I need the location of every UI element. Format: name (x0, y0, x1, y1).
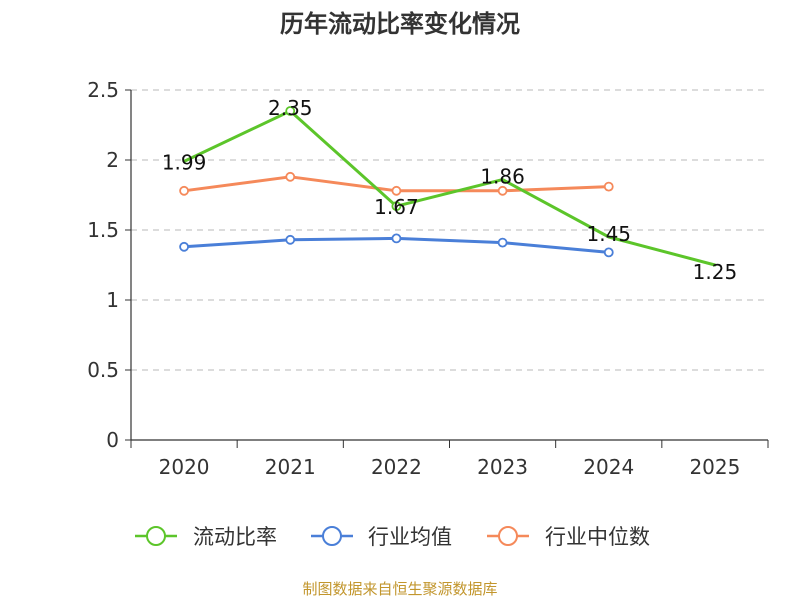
legend-item-0[interactable]: 流动比率 (135, 525, 277, 549)
y-tick-label: 2.5 (87, 78, 119, 102)
legend-marker (146, 526, 166, 546)
series-group (179, 106, 717, 267)
data-point (497, 237, 508, 248)
grid-lines (131, 89, 768, 371)
legend-marker (322, 526, 342, 546)
x-tick-label: 2020 (159, 455, 210, 479)
data-point (179, 185, 189, 196)
y-tick-label: 1 (106, 288, 119, 312)
legend-label: 行业均值 (368, 525, 452, 549)
y-tick-label: 0 (106, 428, 119, 452)
data-point (603, 247, 614, 258)
chart-title: 历年流动比率变化情况 (280, 10, 520, 38)
data-point (179, 241, 189, 252)
x-tick-label: 2021 (265, 455, 316, 479)
x-axis-ticks: 2020 2021 2022 2023 2024 2025 (130, 440, 769, 479)
data-point (391, 233, 402, 244)
data-label: 1.99 (162, 150, 207, 174)
data-point (603, 181, 614, 192)
legend-item-1[interactable]: 行业均值 (311, 525, 452, 549)
legend[interactable]: 流动比率 行业均值 行业中位数 (135, 525, 650, 549)
series-line-0 (182, 109, 717, 267)
legend-item-2[interactable]: 行业中位数 (487, 525, 650, 549)
data-point (285, 171, 296, 182)
data-labels: 1.99 2.35 1.67 1.86 1.45 1.25 (162, 96, 737, 284)
legend-label: 行业中位数 (545, 525, 650, 549)
y-tick-label: 2 (106, 148, 119, 172)
y-tick-label: 0.5 (87, 358, 119, 382)
data-point (497, 185, 508, 196)
data-label: 1.25 (693, 260, 738, 284)
data-point (285, 234, 296, 245)
data-point (391, 201, 402, 212)
y-axis-ticks: 0 0.5 1 1.5 2 2.5 (87, 78, 131, 452)
x-tick-label: 2022 (371, 455, 422, 479)
data-label: 1.86 (480, 165, 525, 189)
source-note: 制图数据来自恒生聚源数据库 (302, 580, 497, 598)
data-label: 1.67 (374, 195, 419, 219)
data-label: 2.35 (268, 96, 313, 120)
data-point (285, 106, 296, 116)
x-tick-label: 2024 (583, 455, 634, 479)
x-tick-label: 2025 (689, 455, 740, 479)
legend-label: 流动比率 (193, 525, 277, 549)
data-label: 1.45 (586, 222, 631, 246)
y-tick-label: 1.5 (87, 218, 119, 242)
data-point (391, 185, 402, 196)
x-tick-label: 2023 (477, 455, 528, 479)
legend-marker (498, 526, 518, 546)
